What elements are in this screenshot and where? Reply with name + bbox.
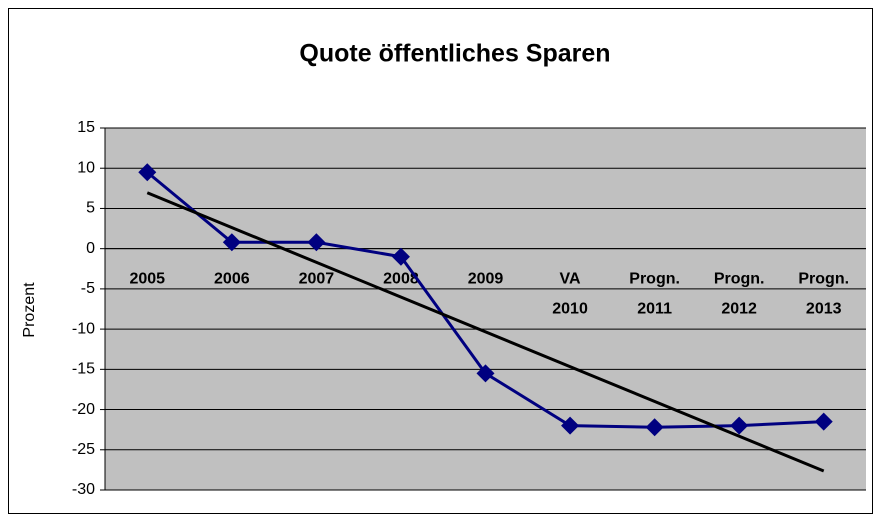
data-marker (814, 412, 833, 431)
data-marker (476, 364, 495, 383)
x-tick-label: 2009 (468, 271, 504, 288)
x-tick-label-line: 2011 (637, 301, 672, 318)
data-marker (222, 233, 241, 252)
x-tick-label: 2005 (129, 271, 165, 288)
x-tick-label-line: 2006 (214, 271, 250, 288)
x-tick-label-line: 2008 (383, 271, 419, 288)
x-tick-label-line: 2010 (552, 301, 588, 318)
data-marker (307, 233, 326, 252)
x-tick-label-line: 2009 (468, 271, 504, 288)
data-marker (645, 418, 664, 437)
x-tick-label: 2006 (214, 271, 250, 288)
y-tick-label: -10 (72, 320, 95, 337)
x-tick-label-line: 2012 (721, 301, 757, 318)
x-tick-label: Progn. 2013 (798, 271, 849, 318)
data-marker (561, 416, 580, 435)
x-tick-label-line: Progn. (629, 271, 680, 288)
x-tick-label-line: 2013 (806, 301, 842, 318)
x-tick-label: Progn. 2012 (714, 271, 765, 318)
data-marker (730, 416, 749, 435)
y-tick-label: -15 (72, 361, 95, 378)
x-tick-label: Progn. 2011 (629, 271, 680, 318)
y-tick-label: -5 (81, 280, 95, 297)
data-marker (138, 163, 157, 182)
x-tick-label: VA 2010 (552, 271, 588, 318)
x-tick-label-line: 2007 (299, 271, 335, 288)
x-tick-label: 2008 (383, 271, 419, 288)
chart-title: Quote öffentliches Sparen (299, 40, 610, 68)
y-tick-label: -25 (72, 441, 95, 458)
x-tick-label-line: Progn. (714, 271, 765, 288)
y-tick-label: 0 (86, 240, 95, 257)
trendline (146, 191, 825, 473)
y-tick-label: 15 (77, 119, 95, 136)
y-tick-label: 5 (86, 200, 95, 217)
y-tick-label: -30 (72, 481, 95, 498)
y-tick-label: -20 (72, 401, 95, 418)
y-tick-label: 10 (77, 159, 95, 176)
x-tick-label-line: 2005 (129, 271, 165, 288)
y-axis-label: Prozent (21, 282, 38, 338)
x-tick-label-line: Progn. (798, 271, 849, 288)
data-marker (391, 247, 410, 266)
x-tick-label: 2007 (299, 271, 335, 288)
x-tick-label-line: VA (560, 271, 581, 288)
